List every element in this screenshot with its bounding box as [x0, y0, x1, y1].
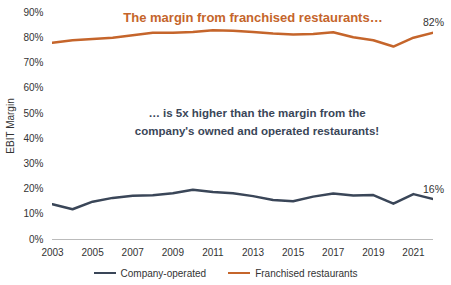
svg-text:60%: 60%	[23, 82, 43, 93]
svg-text:90%: 90%	[23, 7, 43, 18]
svg-text:20%: 20%	[23, 183, 43, 194]
html-text:Company-operated: Company-operated	[120, 267, 207, 279]
svg-text:EBIT Margin: EBIT Margin	[5, 98, 16, 153]
svg-text:2021: 2021	[402, 247, 425, 258]
svg-text:2011: 2011	[202, 247, 224, 258]
svg-text:70%: 70%	[23, 57, 43, 68]
svg-text:2007: 2007	[122, 247, 145, 258]
svg-text:50%: 50%	[23, 108, 43, 119]
svg-text:2003: 2003	[41, 247, 64, 258]
svg-text:2013: 2013	[242, 247, 265, 258]
svg-text:2017: 2017	[322, 247, 345, 258]
svg-text:40%: 40%	[23, 133, 43, 144]
svg-text:2019: 2019	[362, 247, 385, 258]
svg-text:2015: 2015	[282, 247, 305, 258]
svg-text:80%: 80%	[23, 32, 43, 43]
svg-text:The margin from franchised res: The margin from franchised restaurants…	[123, 10, 382, 25]
svg-text:16%: 16%	[423, 183, 444, 195]
svg-text:2009: 2009	[162, 247, 185, 258]
svg-text:0%: 0%	[29, 234, 44, 245]
svg-text:… is 5x higher than the margin: … is 5x higher than the margin from thec…	[135, 107, 379, 137]
svg-text:10%: 10%	[23, 208, 43, 219]
svg-text:2005: 2005	[81, 247, 104, 258]
svg-text:82%: 82%	[423, 16, 444, 28]
html-text:Franchised restaurants: Franchised restaurants	[255, 267, 358, 279]
svg-text:30%: 30%	[23, 158, 43, 169]
